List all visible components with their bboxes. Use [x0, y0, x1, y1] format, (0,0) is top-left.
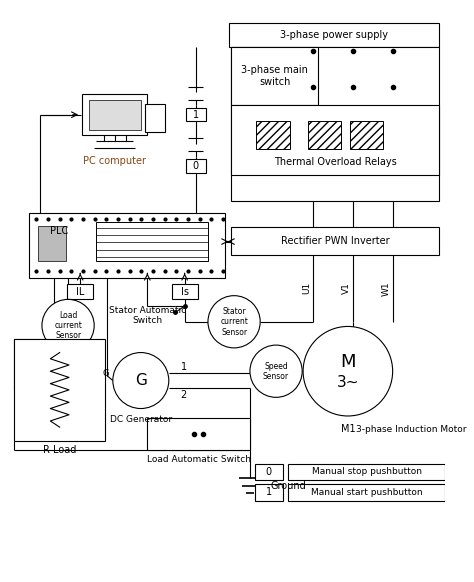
Bar	[255, 484, 283, 501]
Bar	[350, 121, 383, 149]
Text: 3-phase power supply: 3-phase power supply	[280, 30, 388, 40]
Bar	[145, 104, 165, 132]
Circle shape	[250, 345, 302, 398]
Bar	[231, 226, 439, 254]
Bar	[308, 121, 341, 149]
Circle shape	[42, 299, 94, 352]
Text: 0: 0	[265, 467, 272, 477]
Text: Load
current
Sensor: Load current Sensor	[54, 311, 82, 340]
Bar	[67, 285, 93, 299]
Bar	[255, 463, 283, 480]
Text: R Load: R Load	[43, 445, 76, 456]
Text: Thermal Overload Relays: Thermal Overload Relays	[274, 157, 397, 167]
Text: 3-phase Induction Motor: 3-phase Induction Motor	[356, 424, 466, 434]
Bar	[38, 226, 66, 261]
Bar	[186, 108, 206, 121]
Text: Manual stop pushbutton: Manual stop pushbutton	[311, 467, 421, 477]
Text: Load Automatic Switch: Load Automatic Switch	[146, 455, 251, 464]
Text: U1: U1	[302, 282, 311, 294]
Bar	[172, 285, 198, 299]
Text: V1: V1	[341, 282, 350, 294]
Bar	[96, 222, 208, 261]
Text: 1: 1	[181, 361, 187, 371]
Text: IL: IL	[76, 287, 84, 297]
Text: Stator Automatic
Switch: Stator Automatic Switch	[109, 306, 186, 325]
Text: DC Generator: DC Generator	[110, 415, 172, 424]
Text: 3-phase main
switch: 3-phase main switch	[241, 65, 308, 87]
Bar	[89, 100, 141, 130]
Bar	[186, 159, 206, 172]
Text: Manual start pushbutton: Manual start pushbutton	[311, 488, 422, 497]
Circle shape	[208, 296, 260, 348]
Text: Ground: Ground	[271, 481, 306, 491]
Text: 2: 2	[181, 389, 187, 399]
Circle shape	[113, 353, 169, 409]
Bar	[231, 105, 439, 175]
Bar	[229, 23, 439, 47]
Text: M1: M1	[340, 424, 355, 434]
Text: 0: 0	[193, 161, 199, 171]
Text: G: G	[102, 368, 109, 378]
Text: PLC: PLC	[50, 226, 68, 236]
Bar	[288, 484, 445, 501]
Circle shape	[303, 327, 392, 416]
Bar	[231, 47, 439, 201]
Text: 3∼: 3∼	[337, 375, 359, 390]
Text: Rectifier PWN Inverter: Rectifier PWN Inverter	[281, 236, 390, 246]
Text: Stator
current
Sensor: Stator current Sensor	[220, 307, 248, 336]
Bar	[82, 94, 147, 135]
Bar	[147, 418, 250, 450]
Bar	[231, 47, 318, 105]
Text: 1: 1	[193, 110, 199, 120]
Bar	[29, 212, 225, 278]
Text: Speed
Sensor: Speed Sensor	[263, 361, 289, 381]
Text: M: M	[340, 353, 356, 371]
Bar	[256, 121, 290, 149]
Text: Is: Is	[181, 287, 189, 297]
Text: 1: 1	[265, 488, 272, 498]
Text: PC computer: PC computer	[83, 157, 146, 166]
Text: G: G	[135, 373, 147, 388]
Bar	[288, 463, 445, 480]
Text: W1: W1	[382, 281, 391, 296]
Bar	[14, 339, 105, 441]
